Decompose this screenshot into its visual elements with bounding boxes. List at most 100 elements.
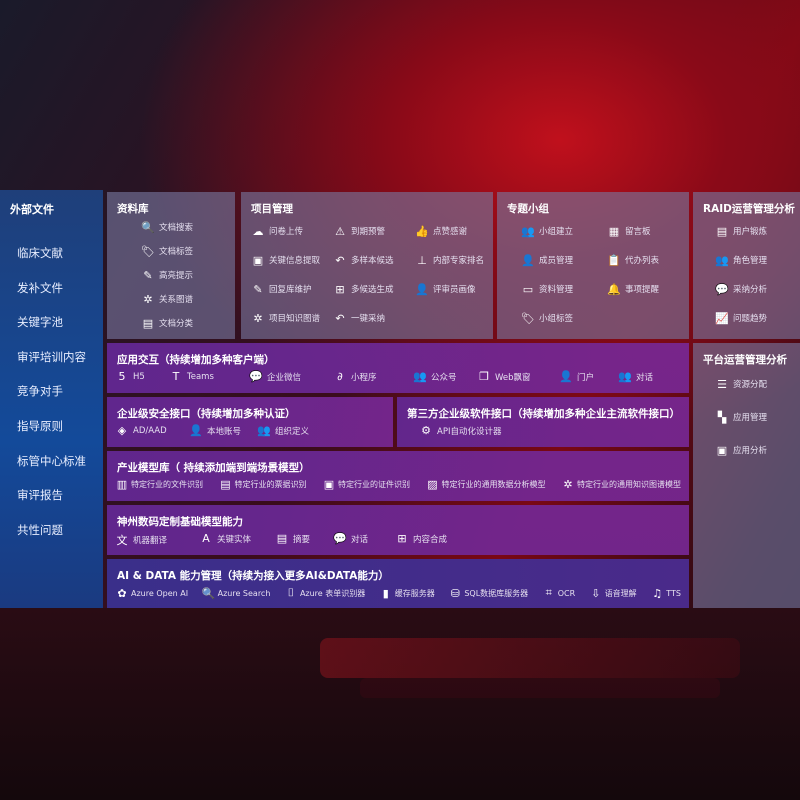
base-item[interactable]: A 关键实体	[199, 532, 251, 545]
aidata-item[interactable]: ✿ Azure Open AI	[115, 587, 188, 600]
aidata-item-label: Azure Open AI	[131, 588, 189, 598]
interaction-item-label: 公众号	[431, 372, 457, 383]
raid-item[interactable]: 📈 问题趋势	[715, 309, 767, 327]
project-item[interactable]: 👤 评审员画像	[415, 280, 493, 298]
qa-icon: 💬	[715, 282, 729, 296]
security-item[interactable]: 👥 组织定义	[257, 424, 309, 437]
project-item[interactable]: ↶ 一键采纳	[333, 309, 415, 327]
raid-item[interactable]: 👥 角色管理	[715, 251, 767, 269]
aidata-item-label: Azure Search	[217, 588, 271, 598]
tag-icon: 🏷	[141, 244, 155, 258]
group-item[interactable]: 📋 代办列表	[607, 251, 689, 269]
sidebar-item[interactable]: 发补文件	[17, 280, 63, 295]
base-item[interactable]: ⊞ 内容合成	[395, 532, 447, 545]
raid-item[interactable]: 💬 采纳分析	[715, 280, 767, 298]
project-item[interactable]: ✎ 回复库维护	[251, 280, 333, 298]
interaction-item[interactable]: ❐ Web飘窗	[477, 370, 531, 383]
knowledge-graph-icon: ✲	[563, 478, 573, 491]
group-item[interactable]: ▭ 资料管理	[521, 280, 607, 298]
document-classify-icon: ▤	[142, 316, 154, 330]
raid-item[interactable]: ▤ 用户锻炼	[715, 222, 767, 240]
industry-item-label: 特定行业的通用知识图谱模型	[577, 480, 681, 489]
library-item[interactable]: ✲ 关系图谱	[141, 290, 193, 308]
interaction-item[interactable]: 👤 门户	[559, 370, 594, 383]
library-item[interactable]: 🏷 文档标签	[141, 242, 193, 260]
aidata-item[interactable]: ⛁ SQL数据库服务器	[448, 587, 528, 600]
group-item[interactable]: 👥 小组建立	[521, 222, 607, 240]
industry-item[interactable]: ▤ 特定行业的票据识别	[219, 478, 306, 491]
project-item[interactable]: ↶ 多样本候选	[333, 251, 415, 269]
thirdparty-item[interactable]: ⚙ API自动化设计器	[419, 424, 501, 437]
platform-item[interactable]: ▣ 应用分析	[715, 441, 767, 459]
group-title: 专题小组	[507, 203, 549, 215]
raid-panel: RAID运营管理分析 ▤ 用户锻炼 👥 角色管理 💬 采纳分析 📈 问题趋势	[693, 192, 800, 339]
aidata-item[interactable]: 🔍 Azure Search	[202, 587, 271, 600]
interaction-item[interactable]: 5 H5	[115, 370, 145, 383]
interaction-item[interactable]: T Teams	[169, 370, 214, 383]
project-item[interactable]: ⚠ 到期预警	[333, 222, 415, 240]
industry-items-row: ▥ 特定行业的文件识别 ▤ 特定行业的票据识别 ▣ 特定行业的证件识别 ▨ 特定行业的通用数据…	[115, 478, 681, 491]
security-item[interactable]: 👤 本地账号	[189, 424, 241, 437]
industry-model-panel: 产业模型库（ 持续添加端到端场景模型） ▥ 特定行业的文件识别 ▤ 特定行业的票据识别…	[107, 451, 689, 501]
file-icon: ▥	[116, 478, 128, 491]
sidebar-item[interactable]: 审评报告	[17, 488, 63, 503]
platform-item-label: 资源分配	[733, 380, 768, 390]
base-item[interactable]: 文机器翻译	[115, 532, 168, 548]
group-item[interactable]: ▦ 留言板	[607, 222, 689, 240]
users-icon: 👥	[715, 253, 729, 267]
interaction-item[interactable]: ∂ 小程序	[333, 370, 376, 383]
project-item[interactable]: ☁ 问卷上传	[251, 222, 333, 240]
reply-icon: ↶	[335, 311, 345, 325]
compose-icon: ⊞	[397, 532, 407, 545]
project-item-label: 多样本候选	[351, 256, 394, 266]
project-item[interactable]: ▣ 关键信息提取	[251, 251, 333, 269]
sidebar-item[interactable]: 竞争对手	[17, 384, 63, 399]
interaction-item-label: Web飘窗	[495, 372, 531, 383]
sidebar-item[interactable]: 临床文献	[17, 246, 63, 260]
industry-item[interactable]: ▣ 特定行业的证件识别	[322, 478, 410, 491]
project-item[interactable]: ⊥ 内部专家排名	[415, 251, 493, 269]
interaction-item[interactable]: 💬 企业微信	[249, 370, 301, 383]
sidebar-item[interactable]: 关键字池	[17, 315, 63, 330]
ocr-icon: ⌗	[545, 586, 552, 599]
aidata-item[interactable]: ♫ TTS	[650, 587, 681, 600]
base-item-label: 摘要	[293, 534, 311, 545]
project-item[interactable]: ⊞ 多候选生成	[333, 280, 415, 298]
sidebar-item[interactable]: 指导原则	[17, 418, 63, 433]
security-item[interactable]: ◈ AD/AAD	[115, 424, 167, 437]
aidata-item[interactable]: ▮ 缓存服务器	[379, 587, 435, 600]
base-item[interactable]: ▤ 摘要	[275, 532, 310, 545]
aidata-item-label: Azure 表单识别器	[299, 588, 366, 598]
aidata-item[interactable]: ⌗ OCR	[542, 586, 576, 600]
interaction-item[interactable]: 👥 对话	[618, 370, 653, 383]
external-files-panel: 外部文件 临床文献 发补文件 关键字池 审评培训内容 竞争对手 指导原则 标管中心标准 审评报…	[0, 190, 103, 608]
project-item-label: 点赞感谢	[433, 227, 468, 237]
platform-item[interactable]: ☰ 资源分配	[715, 375, 767, 393]
aidata-item[interactable]: ⌷ Azure 表单识别器	[284, 586, 366, 600]
library-item[interactable]: ✎ 高亮提示	[141, 266, 193, 284]
tag-icon: 🏷	[521, 311, 535, 325]
interaction-item[interactable]: 👥 公众号	[413, 370, 457, 383]
industry-item[interactable]: ▨ 特定行业的通用数据分析模型	[426, 478, 545, 491]
project-item[interactable]: 👍 点赞感谢	[415, 222, 493, 240]
library-item[interactable]: ▤ 文档分类	[141, 314, 193, 332]
network-icon: ✲	[143, 292, 153, 306]
ad-icon: ◈	[117, 424, 127, 437]
industry-item[interactable]: ▥ 特定行业的文件识别	[115, 478, 203, 491]
platform-item[interactable]: ▚ 应用管理	[715, 408, 767, 426]
cloud-upload-icon: ☁	[252, 224, 264, 238]
base-item[interactable]: 💬 对话	[333, 532, 368, 545]
project-item[interactable]: ✲ 项目知识图谱	[251, 309, 333, 327]
library-item[interactable]: 🔍 文档搜索	[141, 218, 193, 236]
group-item[interactable]: 🏷 小组标签	[521, 309, 607, 327]
translate-icon: 文	[116, 534, 128, 547]
document-search-icon: 🔍	[141, 220, 155, 234]
group-item[interactable]: 👤 成员管理	[521, 251, 607, 269]
sidebar-item[interactable]: 共性问题	[17, 522, 63, 537]
sidebar-item[interactable]: 标管中心标准	[17, 453, 86, 468]
group-item[interactable]: 🔔 事项提醒	[607, 280, 689, 298]
receipt-icon: ▤	[220, 478, 231, 491]
aidata-item[interactable]: ⇩ 语音理解	[589, 587, 637, 600]
sidebar-item[interactable]: 审评培训内容	[17, 349, 86, 364]
industry-item[interactable]: ✲ 特定行业的通用知识图谱模型	[561, 478, 681, 491]
